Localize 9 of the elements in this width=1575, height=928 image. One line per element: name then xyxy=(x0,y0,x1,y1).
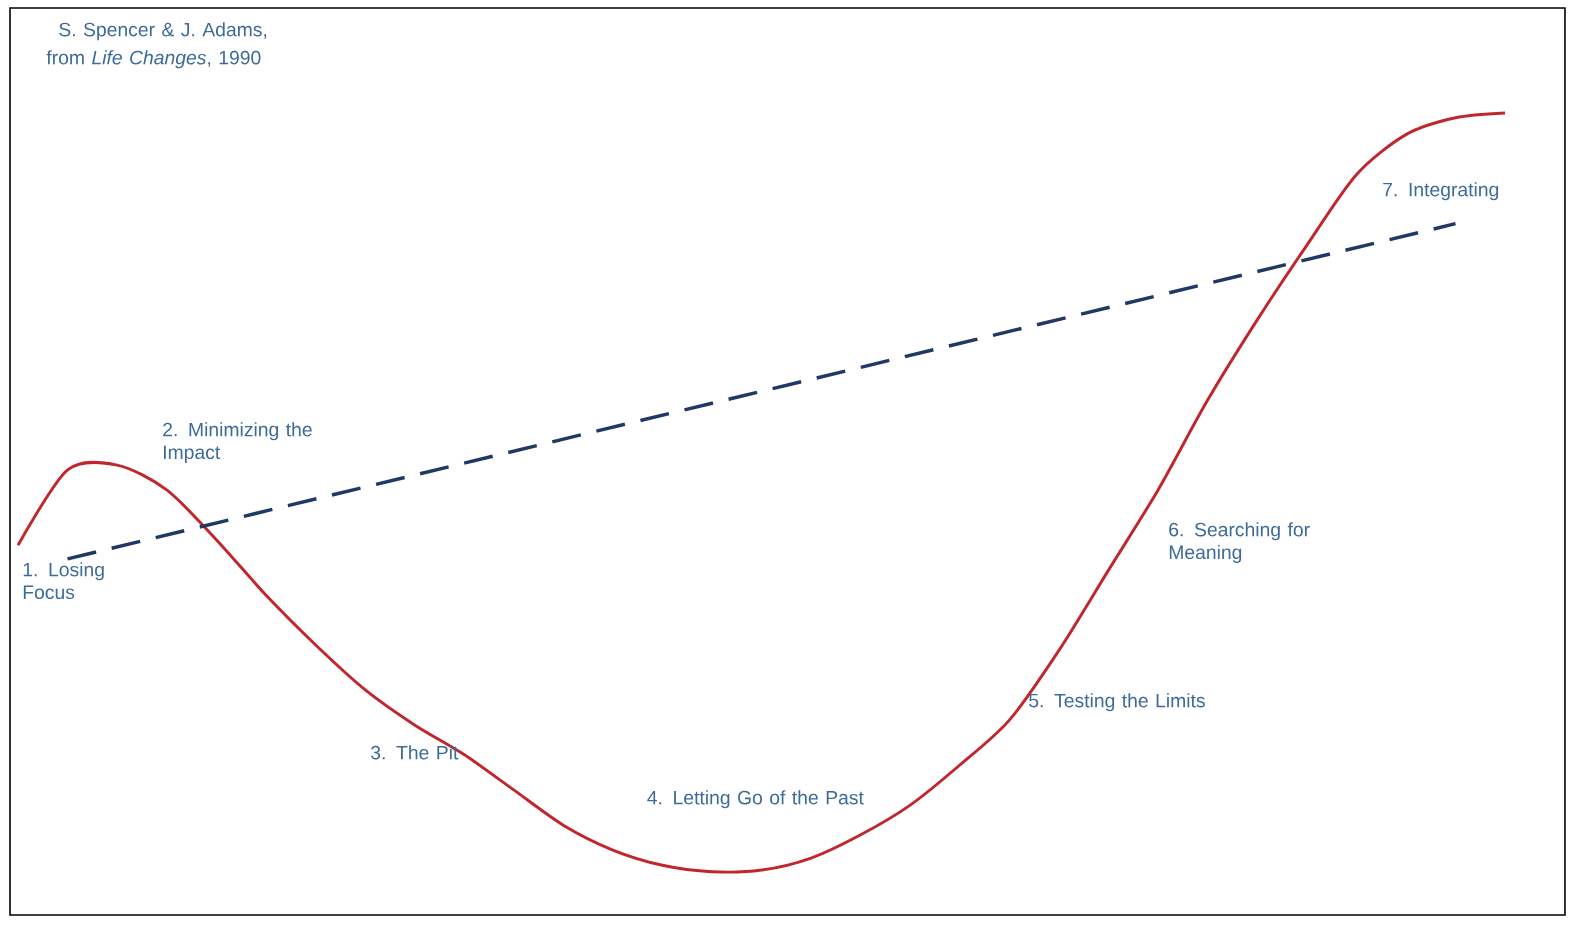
annotation: 2. Minimizing the Impact xyxy=(163,422,312,463)
annotation: 6. Searching for Meaning xyxy=(1169,522,1310,563)
annotation: 4. Letting Go of the Past xyxy=(647,790,864,809)
text: from Life Changes, 1990 xyxy=(46,50,261,69)
annotation: 5. Testing the Limits xyxy=(1029,693,1205,712)
annotation: 1. Losing Focus xyxy=(23,562,104,600)
text: S. Spencer & J. Adams, xyxy=(59,22,267,41)
annotation: 3. The Pit xyxy=(370,745,459,760)
annotation: 7. Integrating xyxy=(1383,182,1499,201)
